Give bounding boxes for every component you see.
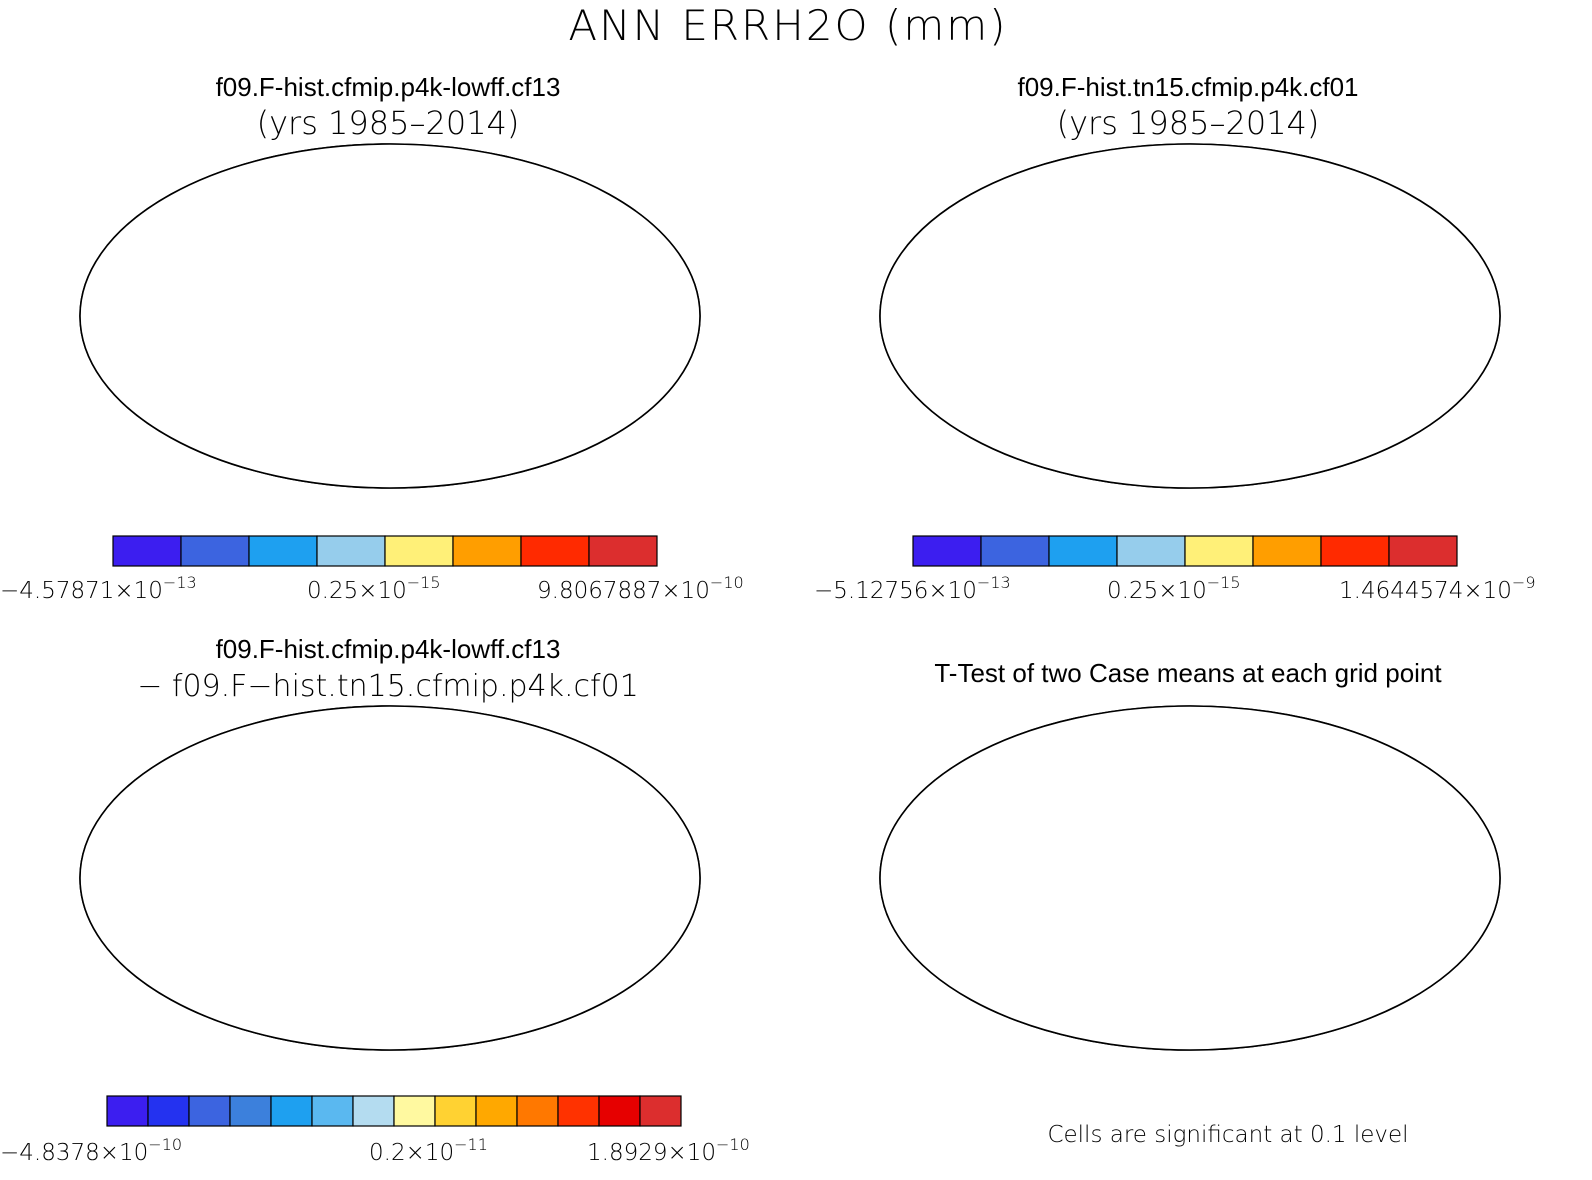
colorbar-swatch [639, 1095, 682, 1127]
panel-case1-map [79, 143, 701, 489]
panel-case1-cbar-mid: 0.25×10−15 [307, 573, 441, 604]
panel-case2-colorbar [912, 535, 1458, 567]
panel-case1-subtitle: (yrs 1985–2014) [257, 104, 520, 142]
colorbar-swatch [475, 1095, 518, 1127]
colorbar-swatch [1320, 535, 1390, 567]
panel-case2-cbar-max: 1.4644574×10−9 [1339, 573, 1536, 604]
panel-case2-title: f09.F-hist.tn15.cfmip.p4k.cf01 [1017, 72, 1358, 102]
panel-diff-colorbar [106, 1095, 682, 1127]
panel-diff-cbar-mid: 0.2×10−11 [369, 1135, 488, 1166]
colorbar-swatch [393, 1095, 436, 1127]
colorbar-swatch [147, 1095, 190, 1127]
colorbar-swatch [557, 1095, 600, 1127]
colorbar-swatch [434, 1095, 477, 1127]
colorbar-swatch [384, 535, 454, 567]
colorbar-swatch [311, 1095, 354, 1127]
panel-ttest-title: T-Test of two Case means at each grid po… [934, 658, 1442, 688]
panel-diff-subtitle: − f09.F−hist.tn15.cfmip.p4k.cf01 [137, 669, 639, 704]
panel-case2-subtitle: (yrs 1985–2014) [1057, 104, 1320, 142]
panel-case2: f09.F-hist.tn15.cfmip.p4k.cf01 (yrs 1985… [814, 72, 1536, 604]
panel-case1-cbar-max: 9.8067887×10−10 [537, 573, 744, 604]
panel-case2-map [879, 143, 1501, 489]
colorbar-swatch [520, 535, 590, 567]
panel-diff-map [79, 705, 701, 1051]
colorbar-swatch [1048, 535, 1118, 567]
colorbar-swatch [1388, 535, 1458, 567]
colorbar-swatch [1116, 535, 1186, 567]
panel-diff: f09.F-hist.cfmip.p4k-lowff.cf13 − f09.F−… [0, 634, 750, 1166]
panel-diff-cbar-max: 1.8929×10−10 [587, 1135, 750, 1166]
panel-diff-title: f09.F-hist.cfmip.p4k-lowff.cf13 [216, 634, 561, 664]
colorbar-swatch [352, 1095, 395, 1127]
panel-case1-title: f09.F-hist.cfmip.p4k-lowff.cf13 [216, 72, 561, 102]
colorbar-swatch [112, 535, 182, 567]
panel-ttest-footnote: Cells are significant at 0.1 level [1047, 1122, 1408, 1148]
panel-case1: f09.F-hist.cfmip.p4k-lowff.cf13 (yrs 198… [0, 72, 744, 604]
colorbar-swatch [912, 535, 982, 567]
colorbar-swatch [270, 1095, 313, 1127]
colorbar-swatch [229, 1095, 272, 1127]
panel-case1-cbar-min: −4.57871×10−13 [0, 573, 197, 604]
colorbar-swatch [980, 535, 1050, 567]
colorbar-swatch [180, 535, 250, 567]
panel-case1-colorbar [112, 535, 658, 567]
figure-title: ANN ERRH2O (mm) [568, 1, 1007, 50]
panel-diff-cbar-min: −4.8378×10−10 [0, 1135, 182, 1166]
colorbar-swatch [598, 1095, 641, 1127]
colorbar-swatch [106, 1095, 149, 1127]
colorbar-swatch [316, 535, 386, 567]
colorbar-swatch [248, 535, 318, 567]
colorbar-swatch [1252, 535, 1322, 567]
colorbar-swatch [588, 535, 658, 567]
panel-ttest: T-Test of two Case means at each grid po… [879, 658, 1501, 1148]
panel-case2-cbar-mid: 0.25×10−15 [1107, 573, 1241, 604]
colorbar-swatch [452, 535, 522, 567]
panel-ttest-map [879, 705, 1501, 1051]
colorbar-swatch [516, 1095, 559, 1127]
panel-case2-cbar-min: −5.12756×10−13 [814, 573, 1011, 604]
colorbar-swatch [188, 1095, 231, 1127]
panel-case1-siberia-light [549, 150, 649, 176]
colorbar-swatch [1184, 535, 1254, 567]
